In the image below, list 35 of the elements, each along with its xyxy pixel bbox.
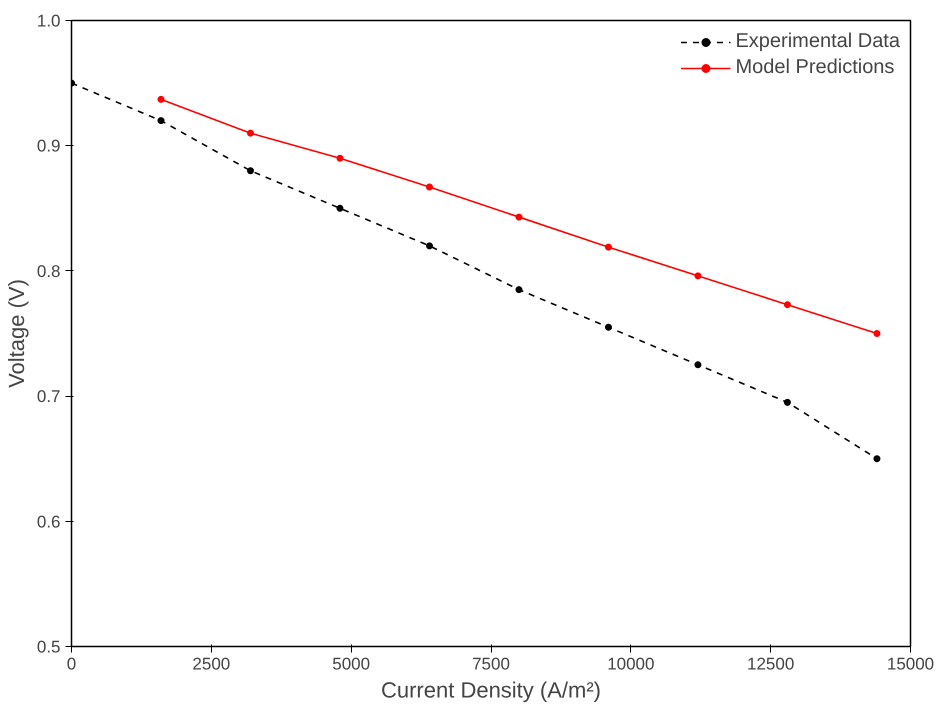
point	[873, 455, 880, 462]
point	[515, 286, 522, 294]
y-tick-label: 1.0	[36, 12, 61, 30]
x-tick-label: 5000	[332, 654, 370, 674]
point	[246, 130, 254, 137]
legend-label: Experimental Data	[735, 30, 900, 53]
y-axis-title: Voltage (V)	[4, 279, 29, 388]
point	[336, 154, 344, 162]
point	[873, 330, 880, 337]
point	[784, 398, 791, 406]
point	[784, 301, 791, 308]
point	[694, 272, 702, 280]
x-axis-title: Current Density (A/m²)	[380, 678, 602, 702]
x-tick-label: 10000	[607, 654, 654, 674]
x-tick-label: 12500	[747, 654, 794, 674]
point	[426, 242, 433, 250]
y-tick-label: 0.7	[36, 387, 61, 406]
point	[246, 167, 254, 174]
legend-label: Model Predictions	[735, 56, 894, 79]
point	[157, 96, 164, 103]
point	[336, 204, 344, 212]
point	[426, 184, 433, 191]
point	[515, 214, 522, 221]
point	[157, 117, 164, 124]
y-tick-label: 0.5	[36, 638, 61, 656]
point	[694, 361, 702, 368]
x-tick-label: 15000	[886, 654, 934, 674]
point	[604, 244, 612, 251]
x-tick-label: 0	[66, 654, 76, 674]
y-tick-label: 0.8	[36, 262, 61, 281]
y-tick-label: 0.9	[36, 136, 61, 156]
x-tick-label: 7500	[472, 654, 510, 674]
point	[604, 324, 612, 331]
y-tick-label: 0.6	[36, 512, 61, 532]
x-tick-label: 2500	[192, 654, 230, 674]
